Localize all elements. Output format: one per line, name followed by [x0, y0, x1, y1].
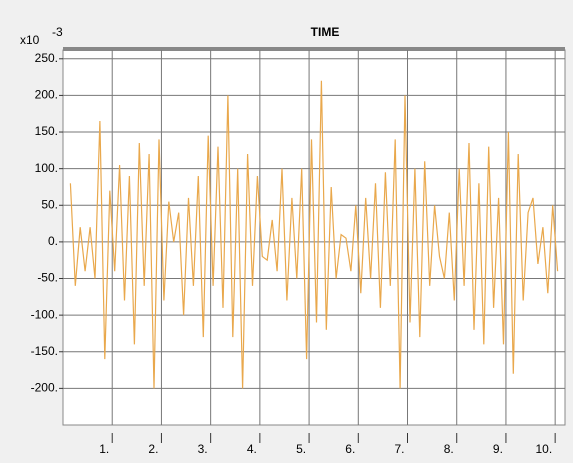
- y-tick-label: 150.: [35, 124, 58, 138]
- y-tick-label: 200.: [35, 88, 58, 102]
- y-tick-label: -50.: [37, 271, 58, 285]
- x-tick-label: 6.: [345, 442, 355, 456]
- x-tick-label: 2.: [148, 442, 158, 456]
- y-tick-label: 250.: [35, 51, 58, 65]
- scale-exponent: -3: [52, 25, 63, 39]
- x-tick-label: 8.: [444, 442, 454, 456]
- chart-title: TIME: [311, 25, 340, 39]
- x-tick-label: 10.: [535, 442, 552, 456]
- y-tick-label: 100.: [35, 161, 58, 175]
- x-tick-label: 4.: [247, 442, 257, 456]
- top-bar: [63, 47, 565, 51]
- y-tick-label: 0.: [48, 234, 58, 248]
- x-tick-label: 3.: [198, 442, 208, 456]
- x-tick-label: 9.: [493, 442, 503, 456]
- x-tick-label: 1.: [99, 442, 109, 456]
- data-line: [69, 80, 559, 389]
- x-tick-label: 5.: [296, 442, 306, 456]
- x-tick-label: 7.: [394, 442, 404, 456]
- y-tick-label: -150.: [31, 344, 58, 358]
- y-tick-label: 50.: [41, 197, 58, 211]
- y-tick-label: -200.: [31, 381, 58, 395]
- y-tick-label: -100.: [31, 307, 58, 321]
- scale-label: x10: [20, 33, 40, 47]
